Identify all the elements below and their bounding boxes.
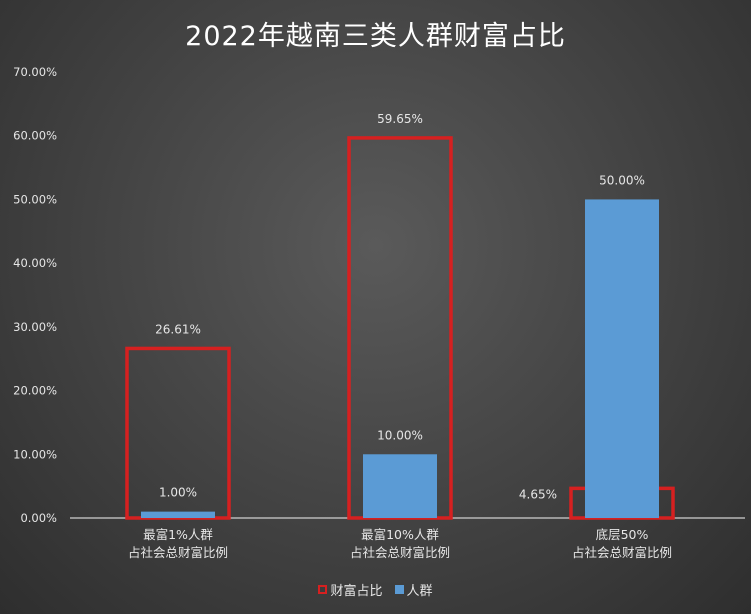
y-tick-label: 10.00%: [13, 447, 57, 461]
y-tick-label: 60.00%: [13, 129, 57, 143]
legend-label-wealth: 财富占比: [330, 584, 383, 599]
y-tick-label: 20.00%: [13, 384, 57, 398]
bar-population-share: [585, 199, 659, 518]
y-tick-label: 50.00%: [13, 192, 57, 206]
data-label-wealth: 59.65%: [377, 112, 423, 126]
legend-item-population: 人群: [394, 580, 433, 599]
legend-item-wealth: 财富占比: [318, 580, 383, 599]
x-tick-label: 最富1%人群: [143, 527, 213, 542]
legend-swatch-population: [394, 585, 404, 594]
x-tick-label: 底层50%: [596, 527, 649, 542]
y-tick-label: 40.00%: [13, 256, 57, 270]
chart-title: 2022年越南三类人群财富占比: [185, 21, 566, 52]
y-tick-label: 30.00%: [13, 320, 57, 334]
x-tick-label: 占社会总财富比例: [572, 545, 672, 560]
x-tick-label: 占社会总财富比例: [128, 545, 228, 560]
bar-population-share: [141, 511, 215, 518]
y-tick-label: 0.00%: [20, 511, 57, 525]
legend-label-population: 人群: [406, 584, 433, 599]
x-tick-label: 占社会总财富比例: [350, 545, 450, 560]
data-label-wealth: 26.61%: [155, 322, 201, 336]
data-label-wealth: 4.65%: [519, 487, 557, 501]
bar-population-share: [363, 454, 437, 518]
y-tick-label: 70.00%: [13, 65, 57, 79]
data-label-population: 10.00%: [377, 428, 423, 442]
data-label-population: 1.00%: [159, 486, 197, 500]
data-label-population: 50.00%: [599, 173, 645, 187]
legend-swatch-wealth: [318, 585, 328, 594]
chart-legend: 财富占比 人群: [0, 580, 751, 599]
x-tick-label: 最富10%人群: [361, 527, 439, 542]
